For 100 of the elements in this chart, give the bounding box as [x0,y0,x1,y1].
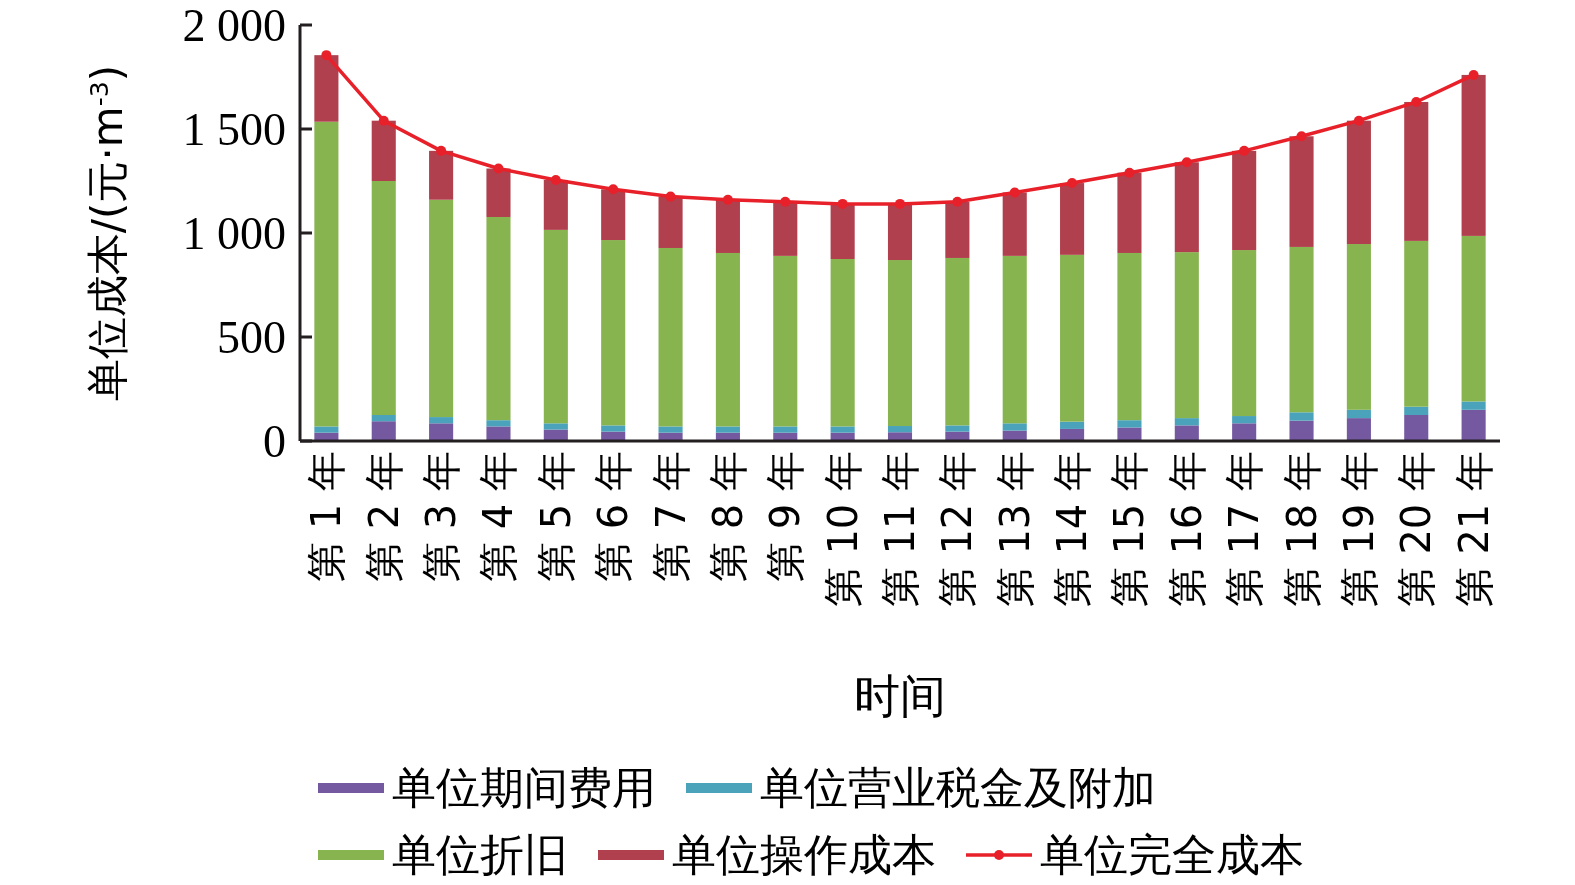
bar [429,199,454,418]
bar [658,196,683,248]
x-tick-label: 第 3 年 [418,451,465,582]
y-tick-label: 2 000 [182,0,286,52]
bar [486,420,511,427]
x-tick-label: 第 9 年 [762,451,809,582]
point [1296,131,1307,142]
x-tick-label: 第 1 年 [303,451,350,582]
point [436,145,447,156]
x-tick-label: 第 12 年 [934,451,981,608]
point [1124,167,1135,178]
bar [429,150,454,200]
x-tick-label: 第 7 年 [647,451,694,582]
bar [1232,416,1257,424]
bar [601,240,626,426]
bar [486,216,511,421]
point [1468,69,1479,80]
bar [1289,412,1314,421]
bar [887,432,913,441]
bar [1232,250,1257,417]
x-tick-label: 第 17 年 [1221,451,1268,608]
bar [1174,252,1199,419]
bar [887,203,913,261]
bar [715,199,740,253]
x-tick-label: 第 14 年 [1049,451,1096,608]
bar [1461,409,1486,441]
bar [887,260,913,427]
bar [1117,427,1142,441]
bar [1002,255,1027,424]
point [608,184,619,195]
bar [371,421,396,441]
point [780,196,791,207]
bar [1117,420,1142,428]
bar [830,259,855,427]
point [1181,157,1192,168]
point [1009,187,1020,198]
point [722,194,733,205]
bar [1174,162,1199,253]
bar [945,257,970,426]
bar [1289,420,1314,441]
point [895,198,905,209]
point [837,198,848,209]
bar [945,425,970,432]
bar [1060,254,1085,422]
x-tick-label: 第 4 年 [475,451,522,582]
bar [1461,74,1486,236]
bar [601,189,626,241]
x-tick-label: 第 10 年 [819,451,866,608]
x-tick-label: 第 16 年 [1163,451,1210,608]
bar [429,423,454,441]
x-tick-label: 第 13 年 [991,451,1038,608]
bar [1461,401,1486,410]
bar [314,426,339,433]
x-tick-label: 第 21 年 [1450,451,1497,608]
bar [1289,136,1314,247]
x-tick-label: 第 5 年 [532,451,579,582]
legend-label: 单位完全成本 [1040,829,1304,880]
y-tick-label: 0 [263,416,286,468]
bar [1060,183,1085,255]
bar [1404,240,1429,407]
y-tick-label: 500 [217,312,286,364]
bar [715,426,740,433]
bar [887,426,913,433]
x-tick-label: 第 19 年 [1335,451,1382,608]
bar [1404,101,1429,241]
bar [1461,235,1486,402]
x-tick-label: 第 18 年 [1278,451,1325,608]
bar [486,426,511,441]
bar [371,181,396,415]
legend-label: 单位营业税金及附加 [760,762,1156,813]
bar [1002,192,1027,256]
point [493,163,504,174]
point [1353,115,1364,126]
bar [1060,421,1085,429]
y-tick-label: 1 000 [182,208,286,260]
bar [1232,423,1257,441]
bar [1002,423,1027,431]
bar [773,201,798,256]
bar [1117,172,1142,253]
bar [486,168,511,217]
bar [543,229,568,424]
bar [314,121,339,427]
point [550,174,561,185]
bar [371,415,396,422]
bar [543,179,568,230]
bar [1346,409,1371,419]
bar [830,426,855,433]
bar [830,203,855,259]
bar [773,426,798,433]
bar [773,255,798,427]
y-tick-label: 1 500 [182,104,286,156]
bar [1117,252,1142,421]
bar [1289,246,1314,413]
point [321,50,332,61]
bar [1346,418,1371,441]
bar [715,252,740,427]
x-tick-label: 第 11 年 [877,451,923,608]
point [1239,145,1250,156]
bar [1174,425,1199,441]
bar [543,423,568,430]
